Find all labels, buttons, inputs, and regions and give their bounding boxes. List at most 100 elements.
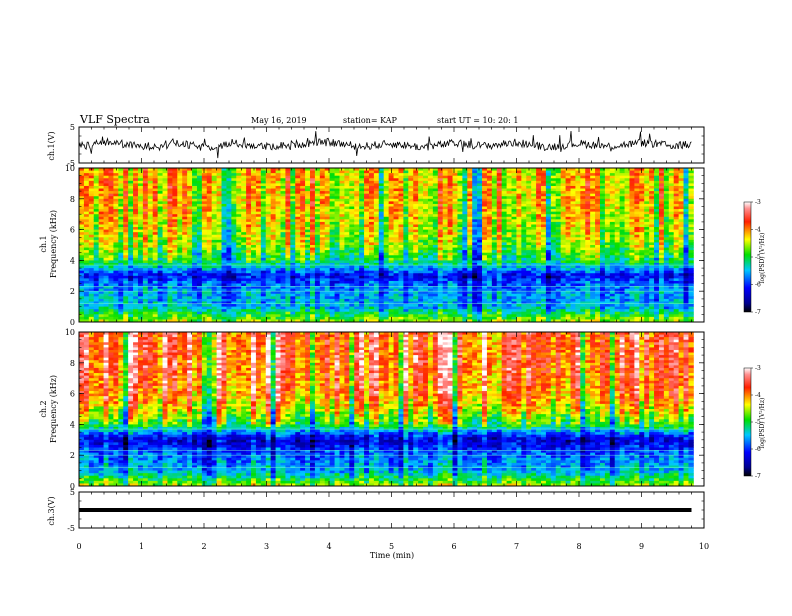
ch1-spectrogram-cell — [438, 217, 443, 220]
ch1-spectrogram-cell — [354, 219, 359, 222]
ch1-spectrogram-cell — [148, 276, 153, 279]
ch1-spectrogram-cell — [359, 201, 364, 204]
ch1-spectrogram-cell — [222, 304, 227, 307]
ch1-spectrogram-cell — [138, 235, 143, 238]
ch1-spectrogram-cell — [222, 176, 227, 179]
ch1-spectrogram-cell — [217, 227, 222, 230]
ch1-spectrogram-cell — [384, 219, 389, 222]
ch1-spectrogram-cell — [281, 222, 286, 225]
ch1-spectrogram-cell — [300, 301, 305, 304]
ch1-spectrogram-cell — [148, 250, 153, 253]
ch1-spectrogram-cell — [207, 224, 212, 227]
ch1-spectrogram-cell — [290, 314, 295, 317]
ch1-spectrogram-cell — [359, 255, 364, 258]
ch1-spectrogram-cell — [94, 266, 99, 269]
ch1-spectrogram-cell — [276, 291, 281, 294]
ch1-spectrogram-cell — [167, 255, 172, 258]
ch1-spectrogram-cell — [217, 217, 222, 220]
ch1-spectrogram-cell — [266, 240, 271, 243]
ch1-spectrogram-cell — [187, 219, 192, 222]
ch1-spectrogram-cell — [271, 312, 276, 315]
ch1-spectrogram-cell — [394, 207, 399, 210]
ch1-spectrogram-cell — [99, 314, 104, 317]
ch1-spectrogram-cell — [477, 207, 482, 210]
ch1-spectrogram-cell — [158, 232, 163, 235]
ch1-spectrogram-cell — [148, 232, 153, 235]
ch1-spectrogram-cell — [256, 276, 261, 279]
ch1-spectrogram-cell — [84, 224, 89, 227]
ch1-spectrogram-cell — [413, 253, 418, 256]
ch1-spectrogram-cell — [153, 186, 158, 189]
ch1-spectrogram-cell — [487, 171, 492, 174]
ch1-spectrogram-cell — [212, 186, 217, 189]
ch1-spectrogram-cell — [398, 189, 403, 192]
ch1-spectrogram-cell — [266, 273, 271, 276]
ch1-spectrogram-cell — [163, 271, 168, 274]
ch1-spectrogram-cell — [315, 214, 320, 217]
ch1-spectrogram-cell — [384, 222, 389, 225]
ch1-spectrogram-cell — [433, 284, 438, 287]
ch1-spectrogram-cell — [118, 258, 123, 261]
ch1-spectrogram-cell — [182, 304, 187, 307]
ch1-spectrogram-cell — [295, 194, 300, 197]
ch1-spectrogram-cell — [197, 201, 202, 204]
ch1-spectrogram-cell — [389, 296, 394, 299]
ch1-spectrogram-cell — [148, 284, 153, 287]
ch1-spectrogram-cell — [163, 224, 168, 227]
ch1-spectrogram-cell — [113, 281, 118, 284]
ch1-spectrogram-cell — [153, 276, 158, 279]
ch1-spectrogram-cell — [354, 263, 359, 266]
ch1-spectrogram-cell — [403, 178, 408, 181]
ch1-spectrogram-cell — [398, 209, 403, 212]
ch1-spectrogram-cell — [344, 199, 349, 202]
ch1-spectrogram-cell — [403, 255, 408, 258]
ch1-spectrogram-cell — [212, 217, 217, 220]
ch1-spectrogram-cell — [418, 304, 423, 307]
ch1-spectrogram-cell — [118, 201, 123, 204]
ch1-spectrogram-cell — [202, 207, 207, 210]
ch1-spectrogram-cell — [418, 276, 423, 279]
ch1-spectrogram-cell — [138, 207, 143, 210]
ch1-spectrogram-cell — [138, 291, 143, 294]
ch1-spectrogram-cell — [217, 263, 222, 266]
start-time-label: start UT = 10: 20: 1 — [437, 116, 518, 125]
ch1-spectrogram-cell — [448, 245, 453, 248]
ch1-spectrogram-cell — [94, 183, 99, 186]
ch1-spectrogram-cell — [330, 281, 335, 284]
ch1-spectrogram-cell — [226, 235, 231, 238]
ch1-spectrogram-cell — [462, 212, 467, 215]
ch1-spectrogram-cell — [379, 217, 384, 220]
ch1-spectrogram-cell — [285, 204, 290, 207]
ch1-spectrogram-cell — [300, 266, 305, 269]
ch1-spectrogram-cell — [118, 304, 123, 307]
ch1-spectrogram-cell — [320, 245, 325, 248]
ch1-spectrogram-cell — [428, 263, 433, 266]
ch1-spectrogram-cell — [325, 284, 330, 287]
ch1-spectrogram-cell — [266, 253, 271, 256]
ch1-spectrogram-cell — [320, 255, 325, 258]
ch1-spectrogram-cell — [84, 183, 89, 186]
ch1-spectrogram-cell — [217, 230, 222, 233]
ch1-spectrogram-cell — [226, 227, 231, 230]
ch1-spectrogram-cell — [379, 212, 384, 215]
ch1-spectrogram-cell — [389, 299, 394, 302]
ch1-spectrogram-cell — [177, 253, 182, 256]
ch1-spectrogram-cell — [310, 222, 315, 225]
ch1-spectrogram-cell — [423, 273, 428, 276]
ch1-spectrogram-cell — [290, 284, 295, 287]
ch1-spectrogram-cell — [448, 194, 453, 197]
ch1-spectrogram-cell — [226, 245, 231, 248]
ch1-spectrogram-cell — [276, 294, 281, 297]
ch1-spectrogram-cell — [369, 263, 374, 266]
ch1-spectrogram-cell — [457, 214, 462, 217]
ch1-spectrogram-cell — [384, 284, 389, 287]
ch1-spectrogram-cell — [138, 196, 143, 199]
ch1-spectrogram-cell — [364, 235, 369, 238]
ch1-spectrogram-cell — [433, 219, 438, 222]
ch1-spectrogram-cell — [482, 209, 487, 212]
ch1-spectrogram-cell — [320, 278, 325, 281]
ch1-spectrogram-cell — [413, 248, 418, 251]
ch1-spectrogram-cell — [236, 209, 241, 212]
ch1-spectrogram-cell — [163, 304, 168, 307]
ch1-spectrogram-cell — [251, 181, 256, 184]
